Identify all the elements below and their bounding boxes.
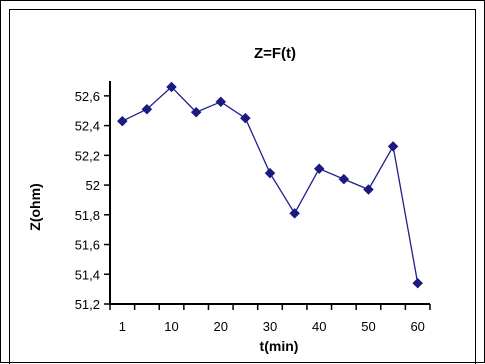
y-tick-label: 52,4 xyxy=(75,119,100,134)
data-point xyxy=(313,163,325,175)
y-tick-label: 51,4 xyxy=(75,267,100,282)
data-point xyxy=(338,173,350,185)
data-point xyxy=(190,106,202,118)
data-point xyxy=(264,167,276,179)
data-point xyxy=(412,277,424,289)
y-axis-label: Z(ohm) xyxy=(27,183,43,230)
y-tick-label: 51,8 xyxy=(75,208,100,223)
y-tick-label: 52,2 xyxy=(75,148,100,163)
y-tick-label: 51,2 xyxy=(75,297,100,312)
data-point xyxy=(215,96,227,108)
data-point xyxy=(363,184,374,195)
x-tick-label: 20 xyxy=(214,319,228,334)
data-point xyxy=(387,141,399,152)
x-tick-label: 30 xyxy=(263,319,277,334)
x-tick-label: 40 xyxy=(312,319,326,334)
data-point xyxy=(116,115,128,127)
x-tick-label: 10 xyxy=(164,319,178,334)
x-tick-label: 50 xyxy=(361,319,375,334)
x-tick-label: 1 xyxy=(119,319,126,334)
series-line xyxy=(122,85,419,284)
data-point xyxy=(166,81,177,93)
y-tick-label: 52,6 xyxy=(75,89,100,104)
x-tick-label: 60 xyxy=(410,319,424,334)
y-tick-label: 51,6 xyxy=(75,238,100,253)
chart-title: Z=F(t) xyxy=(254,45,296,62)
y-tick-label: 52 xyxy=(86,178,100,193)
data-point xyxy=(141,103,153,115)
data-point xyxy=(289,207,300,219)
x-axis-label: t(min) xyxy=(260,338,299,354)
data-point xyxy=(240,112,251,124)
